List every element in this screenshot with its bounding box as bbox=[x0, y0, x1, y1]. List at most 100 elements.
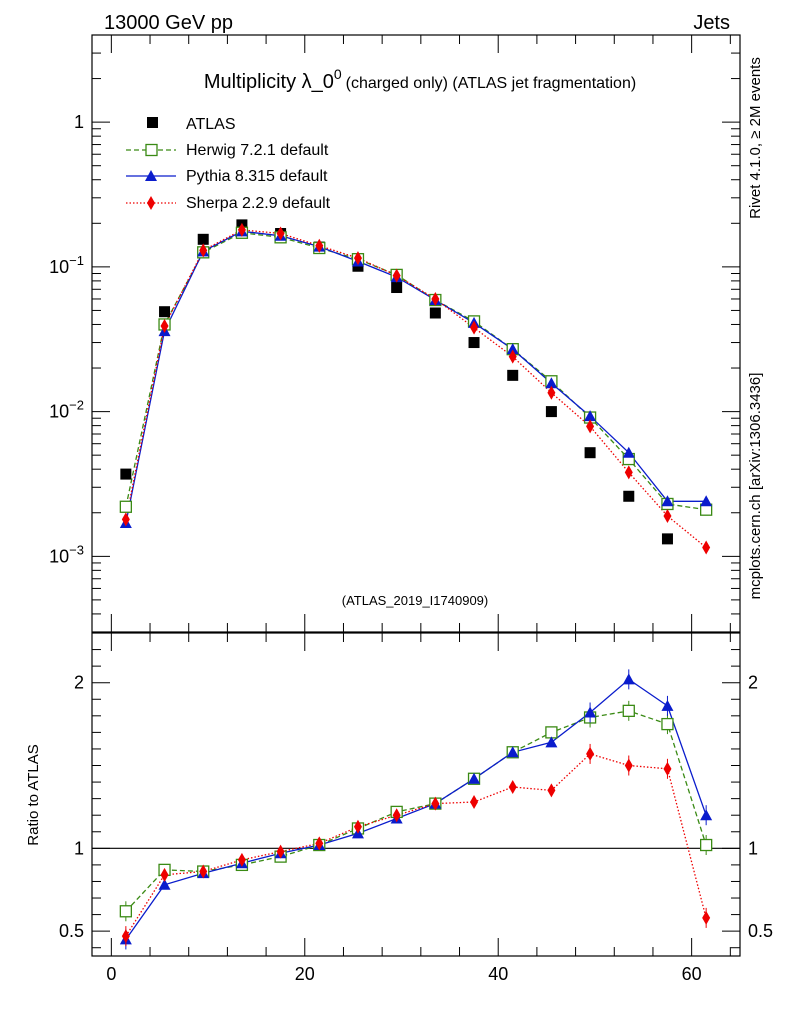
ratio-point-sherpa bbox=[276, 844, 285, 859]
ratio-point-pythia bbox=[622, 673, 635, 685]
main-point-atlas bbox=[507, 369, 519, 381]
main-point-pythia bbox=[622, 446, 635, 458]
ratio-point-herwig bbox=[699, 838, 713, 852]
main-line-sherpa bbox=[125, 229, 707, 549]
main-point-sherpa bbox=[624, 465, 633, 480]
ratio-point-sherpa bbox=[624, 758, 633, 773]
main-point-atlas bbox=[545, 406, 557, 418]
legend-marker-sherpa bbox=[147, 196, 155, 210]
ratio-point-pythia bbox=[468, 772, 481, 784]
main-point-pythia bbox=[700, 495, 713, 507]
main-point-atlas bbox=[120, 468, 132, 480]
analysis-tag: (ATLAS_2019_I1740909) bbox=[342, 593, 488, 608]
ratio-point-sherpa bbox=[508, 780, 517, 795]
main-point-atlas bbox=[197, 233, 209, 245]
main-point-atlas bbox=[429, 307, 441, 319]
rivet-label: Rivet 4.1.0, ≥ 2M events bbox=[747, 57, 764, 219]
ratio-xtick-label: 20 bbox=[295, 964, 315, 984]
ratio-ytick-label-left: 0.5 bbox=[59, 921, 84, 941]
ratio-point-sherpa bbox=[315, 836, 324, 851]
main-line-herwig bbox=[125, 232, 707, 511]
ratio-point-sherpa bbox=[663, 761, 672, 776]
ratio-point-herwig bbox=[661, 717, 674, 731]
ratio-point-sherpa bbox=[392, 808, 401, 823]
main-point-atlas bbox=[468, 337, 480, 349]
main-point-sherpa bbox=[431, 291, 440, 306]
ratio-point-sherpa bbox=[470, 794, 479, 809]
main-point-pythia bbox=[545, 377, 558, 389]
main-ytick-label: 10−3 bbox=[49, 542, 84, 566]
main-point-sherpa bbox=[237, 222, 246, 237]
ratio-point-sherpa bbox=[702, 910, 711, 925]
main-ytick-label: 1 bbox=[74, 112, 84, 132]
ratio-ytick-label-right: 0.5 bbox=[748, 921, 773, 941]
ratio-point-herwig bbox=[545, 726, 558, 739]
ratio-xtick-label: 60 bbox=[682, 964, 702, 984]
ratio-point-sherpa bbox=[547, 783, 556, 798]
legend-label-herwig: Herwig 7.2.1 default bbox=[186, 142, 329, 159]
main-point-sherpa bbox=[121, 512, 130, 527]
ratio-point-herwig bbox=[622, 704, 635, 718]
main-ytick-label: 10−1 bbox=[49, 253, 84, 277]
main-point-pythia bbox=[506, 343, 519, 355]
ratio-point-pythia bbox=[506, 746, 519, 758]
ratio-ytick-label-left: 1 bbox=[74, 838, 84, 858]
ratio-line-sherpa bbox=[125, 753, 707, 937]
main-point-herwig bbox=[119, 500, 133, 513]
main-point-pythia bbox=[584, 410, 597, 422]
ratio-point-sherpa bbox=[160, 867, 169, 882]
main-point-sherpa bbox=[586, 419, 595, 434]
ratio-point-pythia bbox=[584, 706, 597, 718]
legend-marker-pythia bbox=[145, 170, 157, 181]
ratio-point-pythia bbox=[158, 878, 171, 890]
main-point-sherpa bbox=[508, 349, 517, 364]
main-point-sherpa bbox=[547, 385, 556, 400]
ratio-point-sherpa bbox=[121, 929, 130, 944]
header-left: 13000 GeV pp bbox=[104, 12, 233, 34]
legend-marker-herwig bbox=[145, 143, 158, 157]
main-point-atlas bbox=[584, 447, 596, 459]
main-point-pythia bbox=[661, 495, 674, 507]
main-point-sherpa bbox=[199, 243, 208, 258]
main-point-sherpa bbox=[663, 508, 672, 523]
legend-label-atlas: ATLAS bbox=[186, 116, 236, 133]
ratio-point-pythia bbox=[661, 699, 674, 711]
main-point-atlas bbox=[623, 490, 635, 502]
header-right: Jets bbox=[693, 12, 730, 34]
ratio-xtick-label: 0 bbox=[106, 964, 116, 984]
main-line-pythia bbox=[125, 230, 707, 524]
legend-marker-atlas bbox=[147, 117, 158, 128]
legend-label-sherpa: Sherpa 2.2.9 default bbox=[186, 195, 331, 212]
main-point-atlas bbox=[661, 533, 673, 545]
ratio-point-sherpa bbox=[199, 864, 208, 879]
main-point-sherpa bbox=[353, 251, 362, 266]
main-point-sherpa bbox=[276, 226, 285, 241]
main-point-sherpa bbox=[160, 319, 169, 334]
main-point-sherpa bbox=[470, 320, 479, 335]
main-point-sherpa bbox=[315, 238, 324, 253]
ratio-point-sherpa bbox=[431, 796, 440, 811]
main-point-sherpa bbox=[392, 268, 401, 283]
ratio-ylabel: Ratio to ATLAS bbox=[25, 744, 42, 845]
ratio-ytick-label-left: 2 bbox=[74, 673, 84, 693]
ratio-ytick-label-right: 1 bbox=[748, 838, 758, 858]
main-ytick-label: 10−2 bbox=[49, 398, 84, 422]
legend: ATLAS Herwig 7.2.1 default Pythia 8.315 … bbox=[126, 116, 331, 212]
ratio-point-sherpa bbox=[353, 819, 362, 834]
ratio-panel-frame bbox=[91, 632, 741, 957]
ratio-point-pythia bbox=[700, 809, 713, 821]
main-point-sherpa bbox=[702, 540, 711, 555]
main-point-atlas bbox=[391, 282, 403, 294]
ratio-xtick-label: 40 bbox=[488, 964, 508, 984]
ratio-point-herwig bbox=[119, 905, 133, 918]
ratio-point-sherpa bbox=[237, 852, 246, 867]
ratio-point-pythia bbox=[545, 736, 558, 748]
ratio-point-sherpa bbox=[586, 746, 595, 761]
legend-label-pythia: Pythia 8.315 default bbox=[186, 168, 328, 185]
mcplots-label: mcplots.cern.ch [arXiv:1306.3436] bbox=[747, 373, 764, 600]
plot-title: Multiplicity λ_00(charged only) (ATLAS j… bbox=[204, 66, 636, 93]
ratio-ytick-label-right: 2 bbox=[748, 673, 758, 693]
main-panel-frame bbox=[91, 34, 741, 633]
main-point-atlas bbox=[159, 306, 171, 318]
